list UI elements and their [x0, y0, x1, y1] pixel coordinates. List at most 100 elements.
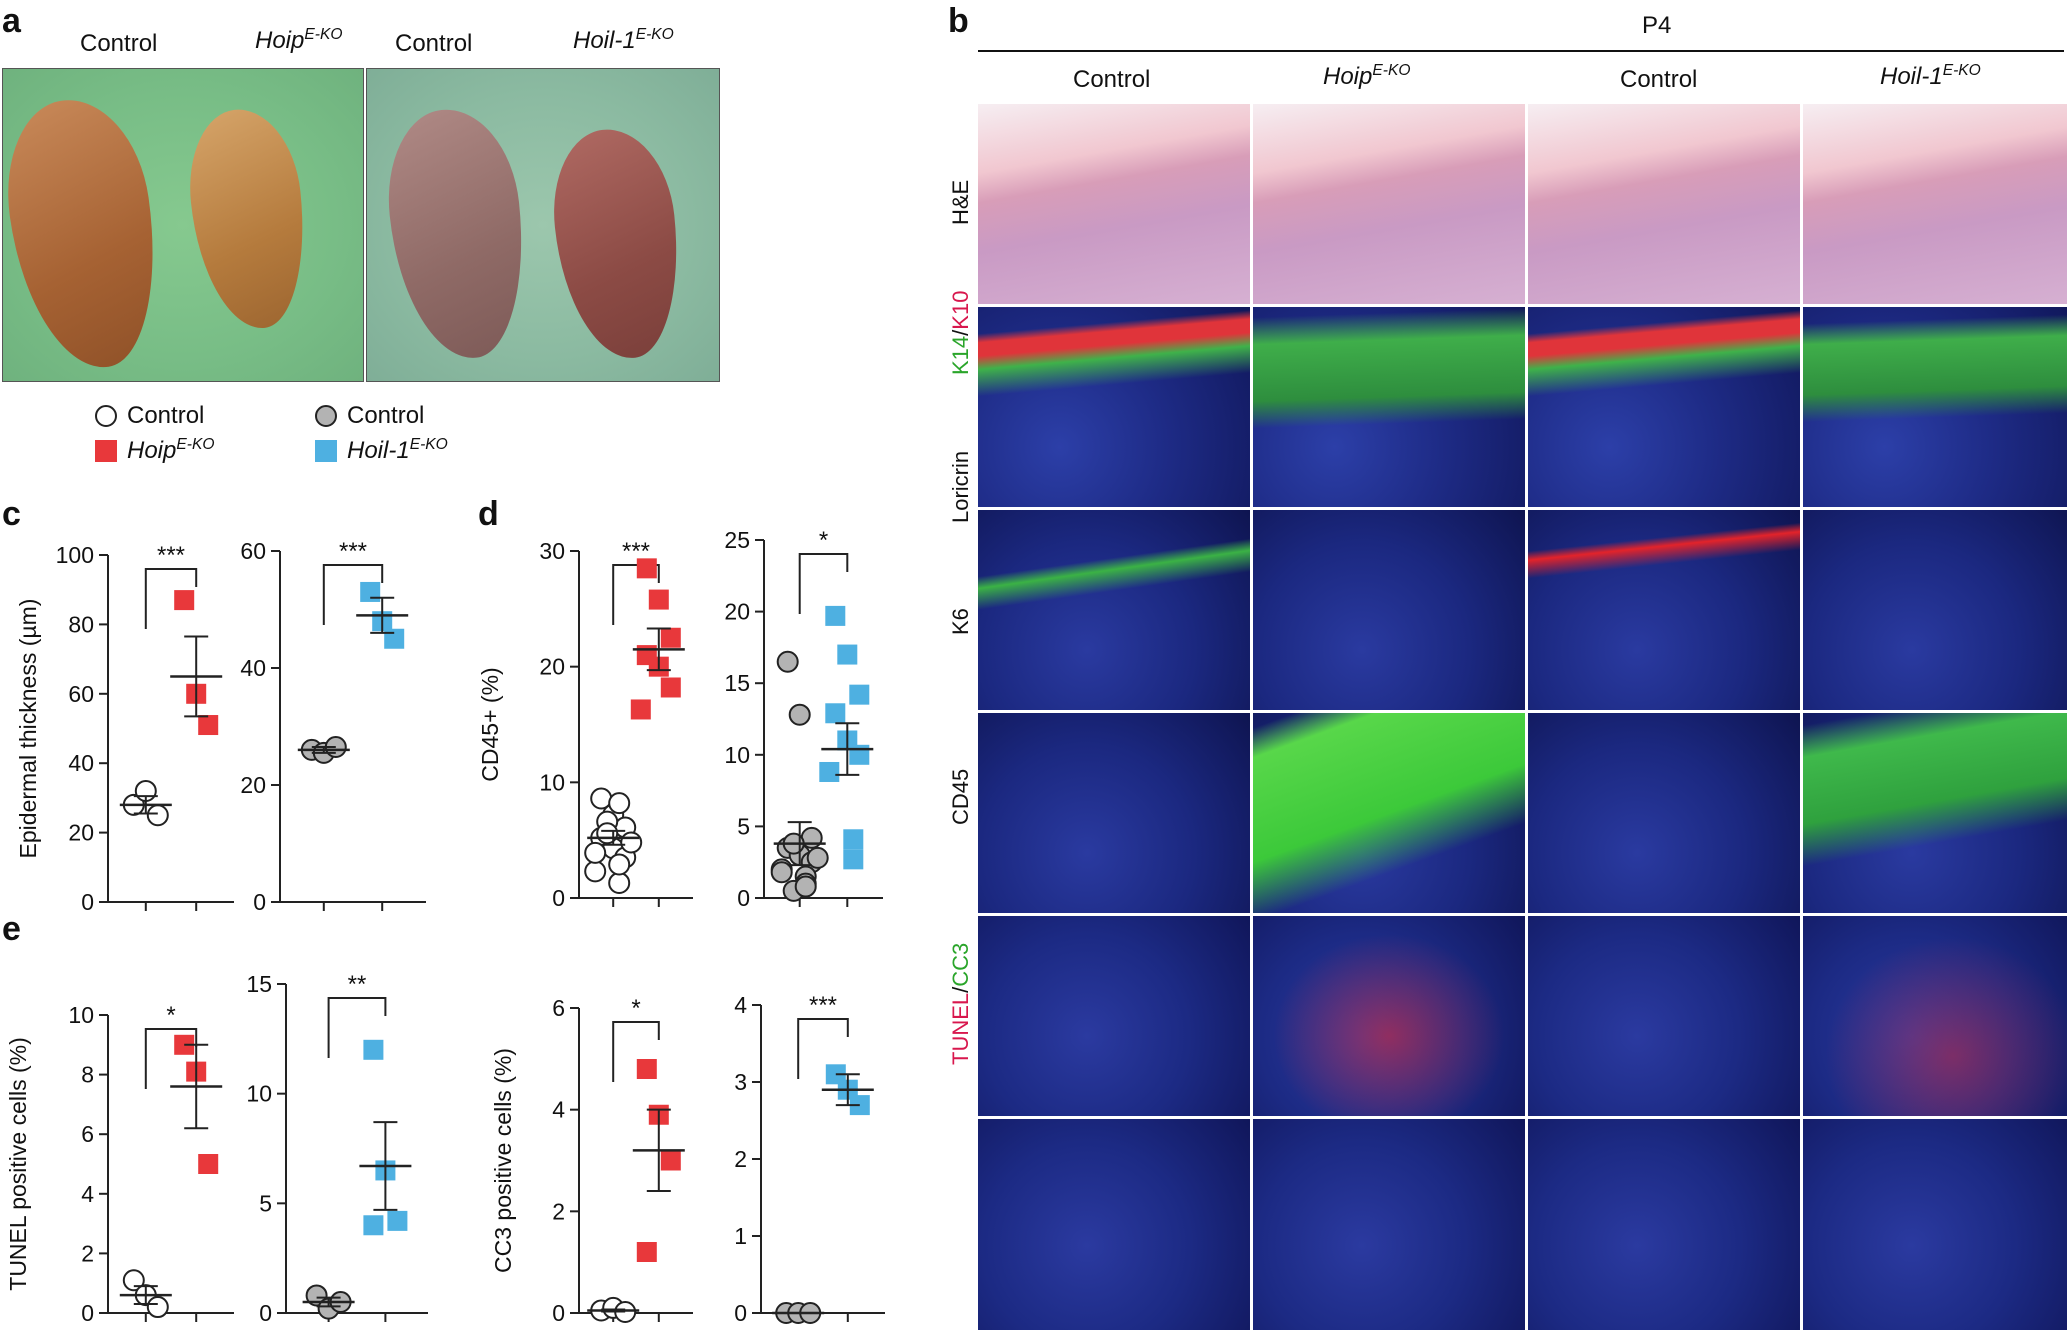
data-point	[608, 853, 631, 876]
y-tick-label: 2	[81, 1240, 94, 1266]
data-point	[800, 826, 823, 849]
data-point	[146, 804, 169, 827]
micrograph-cell	[1803, 307, 2067, 507]
y-tick-label: 30	[539, 538, 565, 564]
data-point	[648, 589, 669, 610]
data-point	[360, 581, 381, 602]
micrograph-grid	[978, 104, 2067, 1330]
significance-bracket	[144, 1028, 198, 1089]
data-point	[630, 699, 651, 720]
panel-a-label-control-1: Control	[80, 30, 158, 57]
micrograph-cell	[1803, 1119, 2067, 1330]
micrograph-cell	[978, 510, 1250, 710]
y-axis-label: CD45+ (%)	[477, 667, 503, 781]
chart-d-3: 0 5 10 15 20 25 *	[724, 527, 883, 911]
significance-label: ***	[157, 542, 185, 569]
significance-label: *	[631, 995, 640, 1022]
row-label-cd45: CD45	[948, 768, 973, 825]
data-point	[825, 703, 846, 724]
y-tick-label: 60	[68, 681, 94, 707]
data-point	[174, 590, 195, 611]
row-label-tunel-cc3: TUNEL/CC3	[948, 942, 973, 1065]
data-point	[608, 792, 631, 815]
legend-item-control-gray: Control	[315, 402, 424, 430]
legend-symbol	[95, 439, 117, 462]
micrograph-cell	[978, 104, 1250, 304]
chart-c-0: 0 20 40 60 80 100 Epidermal thickness (µm) ***	[15, 542, 234, 915]
data-point	[198, 715, 219, 736]
y-tick-label: 20	[724, 599, 750, 625]
y-tick-label: 10	[724, 742, 750, 768]
data-point	[660, 627, 681, 648]
y-axis-label: Epidermal thickness (µm)	[15, 599, 41, 859]
micrograph-cell	[1803, 104, 2067, 304]
significance-label: *	[166, 1002, 175, 1029]
chart-e-7: 0 1 2 3 4 ***	[734, 992, 885, 1326]
panel-a-label-hoil1: Hoil-1E-KO	[573, 26, 674, 54]
y-tick-label: 15	[246, 971, 272, 997]
data-point	[636, 1242, 657, 1262]
micrograph-cell	[1253, 1119, 1525, 1330]
y-tick-label: 40	[68, 750, 94, 776]
legend-item-hoip: HoipE-KO	[95, 436, 214, 465]
y-tick-label: 60	[240, 538, 266, 564]
y-tick-label: 10	[246, 1081, 272, 1107]
data-point	[794, 875, 817, 898]
data-point	[843, 849, 864, 870]
y-axis-label: CC3 positive cells (%)	[490, 1048, 516, 1273]
panel-a-label-hoip: HoipE-KO	[255, 26, 343, 54]
data-point	[776, 650, 799, 673]
y-tick-label: 0	[81, 889, 94, 915]
significance-bracket	[327, 997, 387, 1058]
photo-hoil1-comparison	[366, 68, 720, 382]
micrograph-cell	[978, 307, 1250, 507]
y-tick-label: 10	[68, 1002, 94, 1028]
micrograph-cell	[1803, 510, 2067, 710]
y-tick-label: 20	[68, 820, 94, 846]
data-point	[825, 605, 846, 626]
column-header-control-1: Control	[1073, 66, 1151, 93]
data-point	[819, 761, 840, 782]
y-tick-label: 5	[737, 813, 750, 839]
data-point	[363, 1039, 384, 1060]
panel-a-label-control-2: Control	[395, 30, 473, 57]
y-tick-label: 20	[539, 654, 565, 680]
legend-item-control-white: Control	[95, 402, 204, 430]
micrograph-cell	[1528, 1119, 1800, 1330]
y-axis-label: TUNEL positive cells (%)	[5, 1037, 31, 1290]
panel-letter-c: c	[2, 495, 21, 533]
significance-bracket	[797, 1018, 849, 1079]
row-label-k6: K6	[948, 608, 973, 635]
column-header-hoil1: Hoil-1E-KO	[1880, 62, 1981, 90]
significance-label: *	[819, 527, 828, 554]
data-point	[806, 846, 829, 869]
significance-label: **	[348, 971, 367, 998]
y-tick-label: 0	[737, 885, 750, 911]
significance-bracket	[798, 553, 849, 614]
micrograph-cell	[1803, 916, 2067, 1116]
chart-e-5: 0 5 10 15 **	[246, 971, 428, 1326]
photo-hoip-comparison	[0, 68, 364, 382]
micrograph-cell	[978, 916, 1250, 1116]
data-point	[387, 1210, 408, 1231]
data-point	[837, 644, 858, 665]
data-point	[146, 1296, 169, 1319]
data-point	[843, 829, 864, 850]
stage-label: P4	[1642, 12, 1672, 39]
column-header-control-2: Control	[1620, 66, 1698, 93]
significance-bracket	[612, 1021, 660, 1082]
y-tick-label: 0	[259, 1300, 272, 1326]
data-point	[770, 861, 793, 884]
y-tick-label: 40	[240, 655, 266, 681]
y-tick-label: 0	[552, 885, 565, 911]
data-point	[584, 841, 607, 864]
significance-bracket	[322, 564, 384, 625]
micrograph-cell	[1803, 713, 2067, 913]
data-point	[608, 871, 631, 894]
stage-underline	[978, 50, 2064, 52]
significance-label: ***	[339, 538, 367, 565]
data-point	[849, 684, 870, 705]
y-tick-label: 20	[240, 772, 266, 798]
y-tick-label: 25	[724, 527, 750, 553]
